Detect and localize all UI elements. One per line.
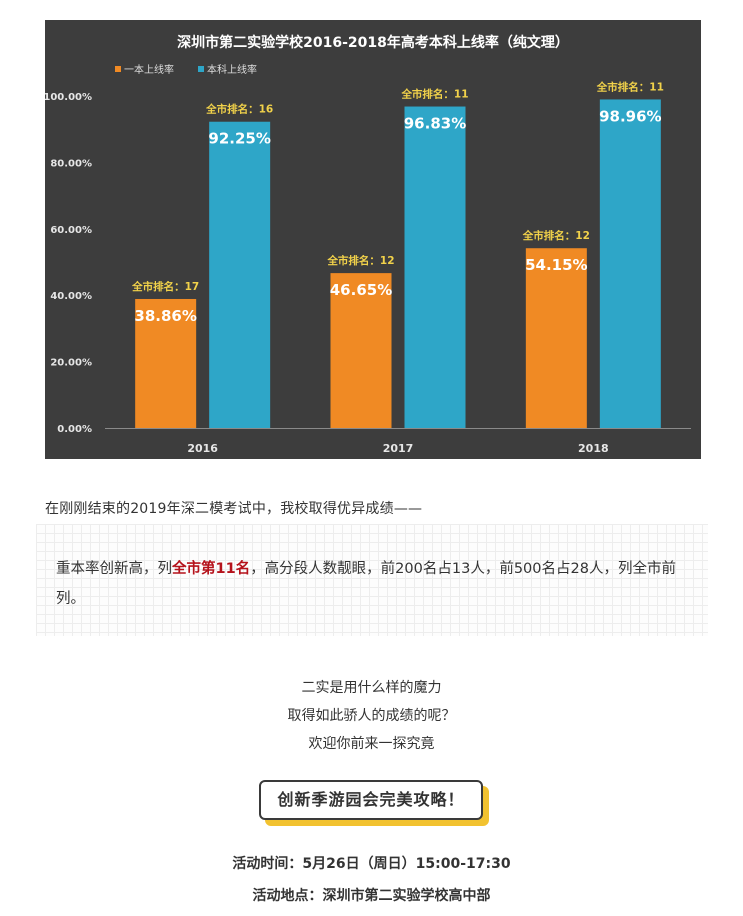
rank-label: 全市排名：11 xyxy=(596,80,664,93)
y-tick-label: 0.00% xyxy=(57,424,92,435)
chart-panel: 深圳市第二实验学校2016-2018年高考本科上线率（纯文理） 一本上线率 本科上线… xyxy=(45,20,701,459)
bar-0-2017 xyxy=(330,273,392,428)
x-tick-label: 2017 xyxy=(383,442,414,455)
y-tick-label: 80.00% xyxy=(50,158,92,169)
rank-label: 全市排名：12 xyxy=(522,229,590,242)
chart-title: 深圳市第二实验学校2016-2018年高考本科上线率（纯文理） xyxy=(177,34,569,51)
rank-label: 全市排名：16 xyxy=(205,103,273,116)
center-line-3: 欢迎你前来一探究竟 xyxy=(308,736,435,752)
rank-label: 全市排名：12 xyxy=(326,254,394,267)
bar-0-2018 xyxy=(525,248,587,428)
intro-text: 在刚刚结束的2019年深二模考试中，我校取得优异成绩—— xyxy=(45,501,423,517)
rank-label: 全市排名：17 xyxy=(131,280,199,293)
bar-value-label: 54.15% xyxy=(525,256,587,274)
guide-badge: 创新季游园会完美攻略！ xyxy=(259,780,483,820)
event-time: 活动时间：5月26日（周日）15:00-17:30 xyxy=(232,856,511,872)
bar-0-2016 xyxy=(135,298,197,428)
bar-1-2017 xyxy=(404,106,466,428)
legend-label-0: 一本上线率 xyxy=(124,63,174,76)
y-tick-label: 60.00% xyxy=(50,225,92,236)
highlight-pre: 重本率创新高，列 xyxy=(56,561,172,577)
highlight-box: 重本率创新高，列全市第11名，高分段人数靓眼，前200名占13人，前500名占2… xyxy=(36,524,708,636)
bar-value-label: 92.25% xyxy=(208,130,270,148)
bar-value-label: 96.83% xyxy=(404,115,466,133)
legend-swatch-0 xyxy=(115,66,121,72)
center-line-2: 取得如此骄人的成绩的呢？ xyxy=(287,708,456,724)
badge-area: 创新季游园会完美攻略！ xyxy=(259,780,489,826)
bar-chart: 深圳市第二实验学校2016-2018年高考本科上线率（纯文理）一本上线率 本科上线… xyxy=(45,34,691,455)
center-line-1: 二实是用什么样的魔力 xyxy=(301,680,442,696)
x-tick-label: 2018 xyxy=(578,442,609,455)
x-tick-label: 2016 xyxy=(187,442,218,455)
bar-1-2018 xyxy=(599,99,661,429)
center-lines: 二实是用什么样的魔力 取得如此骄人的成绩的呢？ 欢迎你前来一探究竟 xyxy=(0,674,743,758)
highlight-paragraph: 重本率创新高，列全市第11名，高分段人数靓眼，前200名占13人，前500名占2… xyxy=(56,554,696,614)
y-tick-label: 100.00% xyxy=(45,92,92,103)
y-tick-label: 20.00% xyxy=(50,358,92,369)
rank-label: 全市排名：11 xyxy=(400,88,468,101)
highlight-post: ，高分段人数靓眼，前200名占13人，前500名占28人，列全市前列。 xyxy=(56,561,676,607)
event-location: 活动地点：深圳市第二实验学校高中部 xyxy=(252,888,491,904)
bar-value-label: 38.86% xyxy=(134,307,196,325)
bar-value-label: 98.96% xyxy=(599,107,661,125)
legend-swatch-1 xyxy=(198,66,204,72)
bar-value-label: 46.65% xyxy=(330,281,392,299)
legend-label-1: 本科上线率 xyxy=(207,63,257,76)
highlight-red: 全市第11名 xyxy=(172,561,251,577)
y-tick-label: 40.00% xyxy=(50,291,92,302)
bar-1-2016 xyxy=(209,121,271,428)
